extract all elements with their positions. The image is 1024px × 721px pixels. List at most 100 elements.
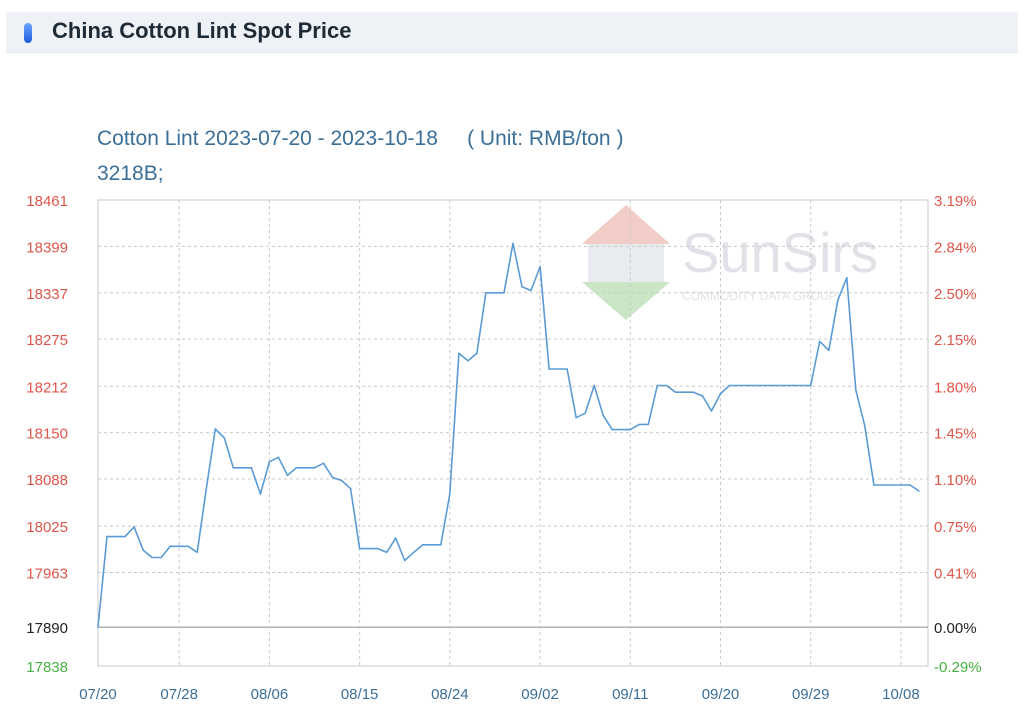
data-point (638, 423, 641, 426)
watermark-logo-mark-icon (588, 244, 664, 282)
data-point (656, 384, 659, 387)
data-point (205, 487, 208, 490)
data-point (593, 384, 595, 387)
data-point (295, 466, 298, 469)
data-point (566, 368, 568, 370)
data-point (250, 466, 253, 469)
data-point (512, 242, 514, 245)
panel-header: China Cotton Lint Spot Price (6, 12, 1018, 53)
data-point (909, 484, 911, 486)
data-point (485, 291, 487, 294)
data-point (836, 299, 839, 302)
data-point (133, 526, 135, 528)
data-point (403, 559, 406, 562)
data-point (548, 368, 550, 370)
data-point (196, 551, 199, 554)
watermark-logo-icon (582, 205, 670, 244)
data-point (665, 384, 668, 387)
data-point (882, 484, 884, 486)
x-axis: 07/20 07/28 08/06 08/15 08/24 09/02 09/11 09/20… (79, 686, 919, 703)
data-point (241, 466, 244, 469)
data-point (584, 412, 586, 414)
y-tick-label: 18150 (26, 426, 68, 443)
y-tick-label: 18461 (26, 193, 68, 210)
data-point (367, 547, 370, 550)
data-point (701, 395, 704, 397)
data-point (864, 425, 866, 427)
x-tick-label: 09/11 (612, 686, 648, 703)
data-point (124, 535, 126, 538)
data-point (891, 484, 893, 486)
data-point (791, 384, 794, 387)
sunsirs-watermark: SunSirs COMMODITY DATA GROUP (582, 205, 878, 320)
x-tick-label: 10/08 (882, 686, 920, 703)
y-tick-label: 17838 (26, 659, 68, 676)
y2-tick-label: 1.10% (934, 472, 977, 489)
data-point (412, 551, 415, 554)
data-point (458, 352, 460, 355)
data-point (349, 487, 352, 490)
data-point (900, 484, 902, 486)
y2-tick-label: 1.45% (934, 426, 977, 443)
data-point (683, 391, 686, 394)
data-point (178, 545, 180, 548)
data-point (809, 384, 812, 387)
data-point (494, 291, 496, 294)
data-point (476, 352, 478, 355)
x-tick-label: 09/20 (702, 686, 740, 703)
data-point (710, 410, 713, 412)
x-tick-label: 07/28 (160, 686, 198, 703)
data-point (431, 544, 433, 546)
data-point (611, 428, 614, 431)
watermark-tagline: COMMODITY DATA GROUP (682, 289, 837, 303)
data-point (620, 428, 623, 431)
y2-tick-label: -0.29% (934, 659, 982, 676)
data-point (304, 466, 307, 469)
data-point (115, 535, 117, 538)
data-point (755, 384, 758, 387)
data-point (746, 384, 749, 387)
data-point (737, 384, 740, 387)
y2-tick-label: 2.15% (934, 332, 977, 349)
data-point (169, 545, 171, 548)
data-point (503, 291, 505, 294)
y2-tick-label: 3.19% (934, 193, 977, 210)
x-tick-label: 09/02 (521, 686, 559, 703)
series-layer (97, 242, 920, 628)
chart-subtitle: 3218B; (97, 162, 164, 185)
data-point (764, 384, 767, 387)
data-point (692, 391, 695, 394)
left-axis: 18461 18399 18337 18275 18212 18150 18088 18025… (26, 193, 68, 676)
header-bullet-icon (24, 23, 32, 43)
data-point (187, 545, 190, 548)
data-point (647, 423, 650, 426)
y-tick-label: 18212 (26, 379, 68, 396)
y2-tick-label: 2.50% (934, 286, 977, 303)
data-point (340, 479, 343, 482)
y2-tick-label: 0.00% (934, 620, 977, 637)
y-tick-label: 18088 (26, 472, 68, 489)
y-tick-label: 17890 (26, 620, 68, 637)
data-point (557, 368, 559, 370)
data-point (268, 460, 271, 463)
data-point (214, 428, 217, 430)
data-point (394, 537, 397, 539)
data-point (313, 466, 316, 469)
data-point (521, 285, 523, 288)
price-line (97, 242, 920, 628)
y-tick-label: 18399 (26, 239, 68, 256)
panel-title: China Cotton Lint Spot Price (52, 18, 352, 43)
data-point (818, 340, 821, 343)
y-tick-label: 18337 (26, 286, 68, 303)
data-point (142, 549, 144, 551)
data-point (322, 462, 325, 465)
data-point (575, 416, 577, 419)
data-point (800, 384, 803, 387)
right-axis: 3.19% 2.84% 2.50% 2.15% 1.80% 1.45% 1.10% 0.75%… (934, 193, 982, 676)
data-point (331, 476, 334, 479)
data-point (421, 544, 424, 546)
data-point (385, 551, 388, 554)
y-tick-label: 18275 (26, 332, 68, 349)
data-point (449, 493, 451, 495)
